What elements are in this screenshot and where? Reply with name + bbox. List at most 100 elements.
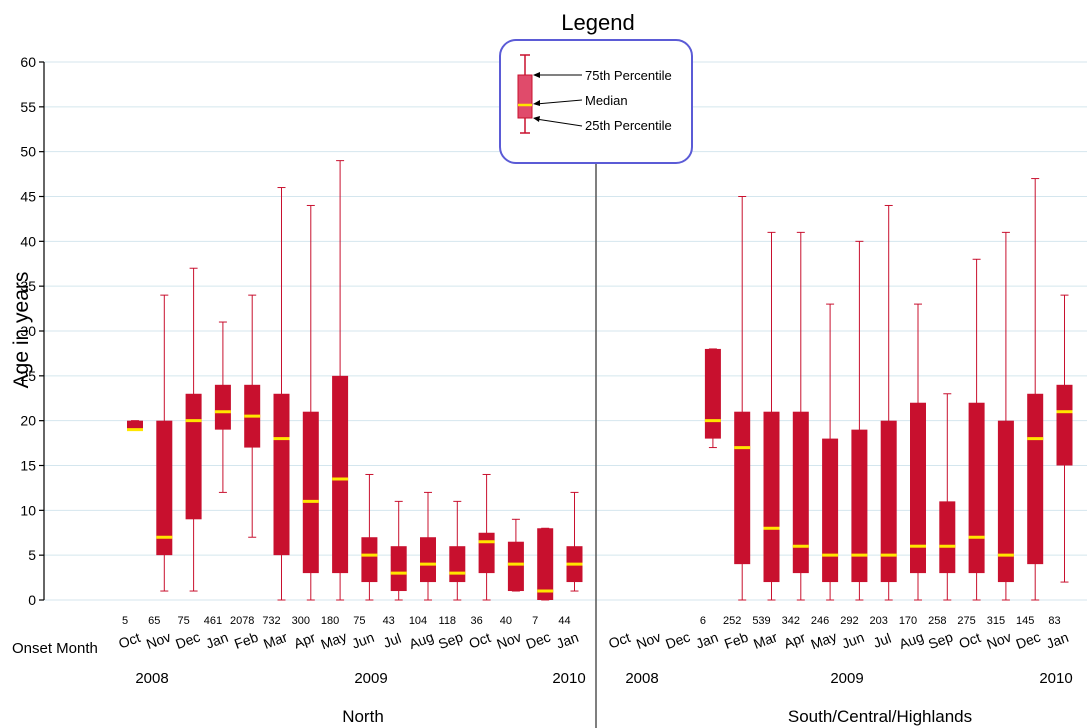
panel-title: North — [342, 707, 384, 726]
box-sep: 258 — [928, 393, 956, 627]
y-tick-label: 45 — [20, 189, 36, 205]
sample-size-label: 36 — [470, 615, 482, 627]
x-tick-label-month: Oct — [467, 629, 493, 652]
legend-arrow-p25 — [535, 118, 583, 127]
box-feb: 2078 — [230, 294, 261, 627]
x-year-label: 2010 — [1039, 670, 1072, 687]
box-may: 180 — [321, 160, 349, 627]
box-nov: 40 — [500, 518, 524, 627]
box-iqr — [1056, 384, 1073, 466]
box-apr: 342 — [782, 231, 809, 627]
box-iqr — [822, 438, 839, 583]
box-iqr — [939, 501, 956, 574]
box-aug: 170 — [899, 303, 926, 627]
box-iqr — [968, 402, 985, 574]
x-tick-label-month: Nov — [634, 629, 663, 653]
sample-size-label: 292 — [840, 615, 858, 627]
box-feb: 252 — [723, 196, 751, 627]
x-tick-label-month: Sep — [436, 628, 465, 652]
box-iqr — [1027, 393, 1044, 565]
box-iqr — [851, 429, 868, 583]
x-tick-label-month: Oct — [606, 629, 632, 652]
sample-size-label: 342 — [782, 615, 800, 627]
sample-size-label: 44 — [558, 615, 570, 627]
box-jan: 461 — [204, 321, 231, 627]
sample-size-label: 539 — [752, 615, 770, 627]
panel-south-central-highlands: 6 252 539 342 246 292 203 170 258 275 315 145 83 — [700, 178, 1073, 627]
sample-size-label: 203 — [870, 615, 888, 627]
sample-size-label: 75 — [177, 615, 189, 627]
y-tick-label: 60 — [20, 54, 36, 70]
x-tick-label-month: Mar — [261, 629, 289, 652]
sample-size-label: 43 — [383, 615, 395, 627]
x-tick-label-month: Mar — [751, 629, 779, 652]
y-tick-label: 10 — [20, 502, 36, 518]
legend-label-p25: 25th Percentile — [585, 118, 672, 133]
x-tick-label-month: Jan — [554, 629, 581, 652]
y-tick-label: 0 — [28, 592, 36, 608]
box-iqr — [704, 348, 721, 439]
box-oct: 36 — [470, 473, 495, 627]
x-tick-label-month: Feb — [232, 629, 260, 652]
legend-box-sample — [517, 74, 533, 119]
box-iqr — [449, 546, 466, 583]
sample-size-label: 6 — [700, 615, 706, 627]
box-sep: 118 — [439, 500, 466, 627]
box-mar: 539 — [752, 231, 780, 627]
box-iqr — [332, 375, 349, 574]
legend-frame — [499, 39, 693, 164]
legend-arrowhead-p25 — [533, 116, 540, 122]
legend-arrow-median — [535, 99, 583, 105]
box-oct: 5 — [122, 420, 143, 627]
x-tick-label-month: Apr — [782, 629, 808, 652]
sample-size-label: 2078 — [230, 615, 254, 627]
y-tick-label: 50 — [20, 144, 36, 160]
y-tick-label: 55 — [20, 99, 36, 115]
legend-arrowhead-p75 — [533, 72, 540, 78]
x-year-label: 2008 — [135, 670, 168, 687]
panel-title: South/Central/Highlands — [788, 707, 972, 726]
x-tick-label-month: May — [809, 628, 839, 652]
x-tick-label-month: Apr — [292, 629, 318, 652]
y-tick-label: 25 — [20, 368, 36, 384]
x-tick-label-month: Jun — [840, 629, 867, 652]
box-jan: 83 — [1048, 294, 1073, 627]
y-tick-label: 20 — [20, 413, 36, 429]
sample-size-label: 275 — [957, 615, 975, 627]
box-nov: 65 — [148, 294, 173, 627]
sample-size-label: 40 — [500, 615, 512, 627]
x-tick-label-month: Dec — [663, 629, 692, 653]
sample-size-label: 246 — [811, 615, 829, 627]
x-year-label: 2008 — [625, 670, 658, 687]
x-tick-label-month: Dec — [1014, 629, 1043, 653]
box-jun: 292 — [840, 240, 868, 627]
box-iqr — [507, 541, 524, 592]
x-tick-label-month: Nov — [494, 629, 523, 653]
y-tick-label: 40 — [20, 233, 36, 249]
x-tick-label-month: Dec — [524, 629, 553, 653]
legend-arrowhead-median — [533, 100, 540, 106]
x-tick-label-month: Oct — [957, 629, 983, 652]
box-iqr — [792, 411, 809, 574]
y-axis: 0 5 10 15 20 25 30 35 40 45 50 55 60 — [20, 54, 45, 608]
box-jan: 44 — [558, 491, 583, 627]
box-iqr — [273, 393, 290, 556]
x-tick-label-month: May — [319, 628, 349, 652]
y-tick-label: 5 — [28, 547, 36, 563]
y-axis-title: Age in years — [10, 272, 33, 389]
x-tick-label-month: Jul — [381, 630, 403, 651]
sample-size-label: 180 — [321, 615, 339, 627]
sample-size-label: 258 — [928, 615, 946, 627]
x-tick-label-month: Oct — [116, 629, 142, 652]
legend-label-p75: 75th Percentile — [585, 68, 672, 83]
box-nov: 315 — [987, 231, 1014, 627]
box-dec: 7 — [532, 527, 554, 627]
x-axis-caption: Onset Month — [12, 640, 98, 657]
sample-size-label: 300 — [292, 615, 310, 627]
x-year-label: 2010 — [552, 670, 585, 687]
box-iqr — [880, 420, 897, 583]
x-tick-label-month: Aug — [407, 629, 436, 653]
x-tick-label-month: Aug — [897, 629, 926, 653]
x-tick-label-month: Feb — [722, 629, 750, 652]
